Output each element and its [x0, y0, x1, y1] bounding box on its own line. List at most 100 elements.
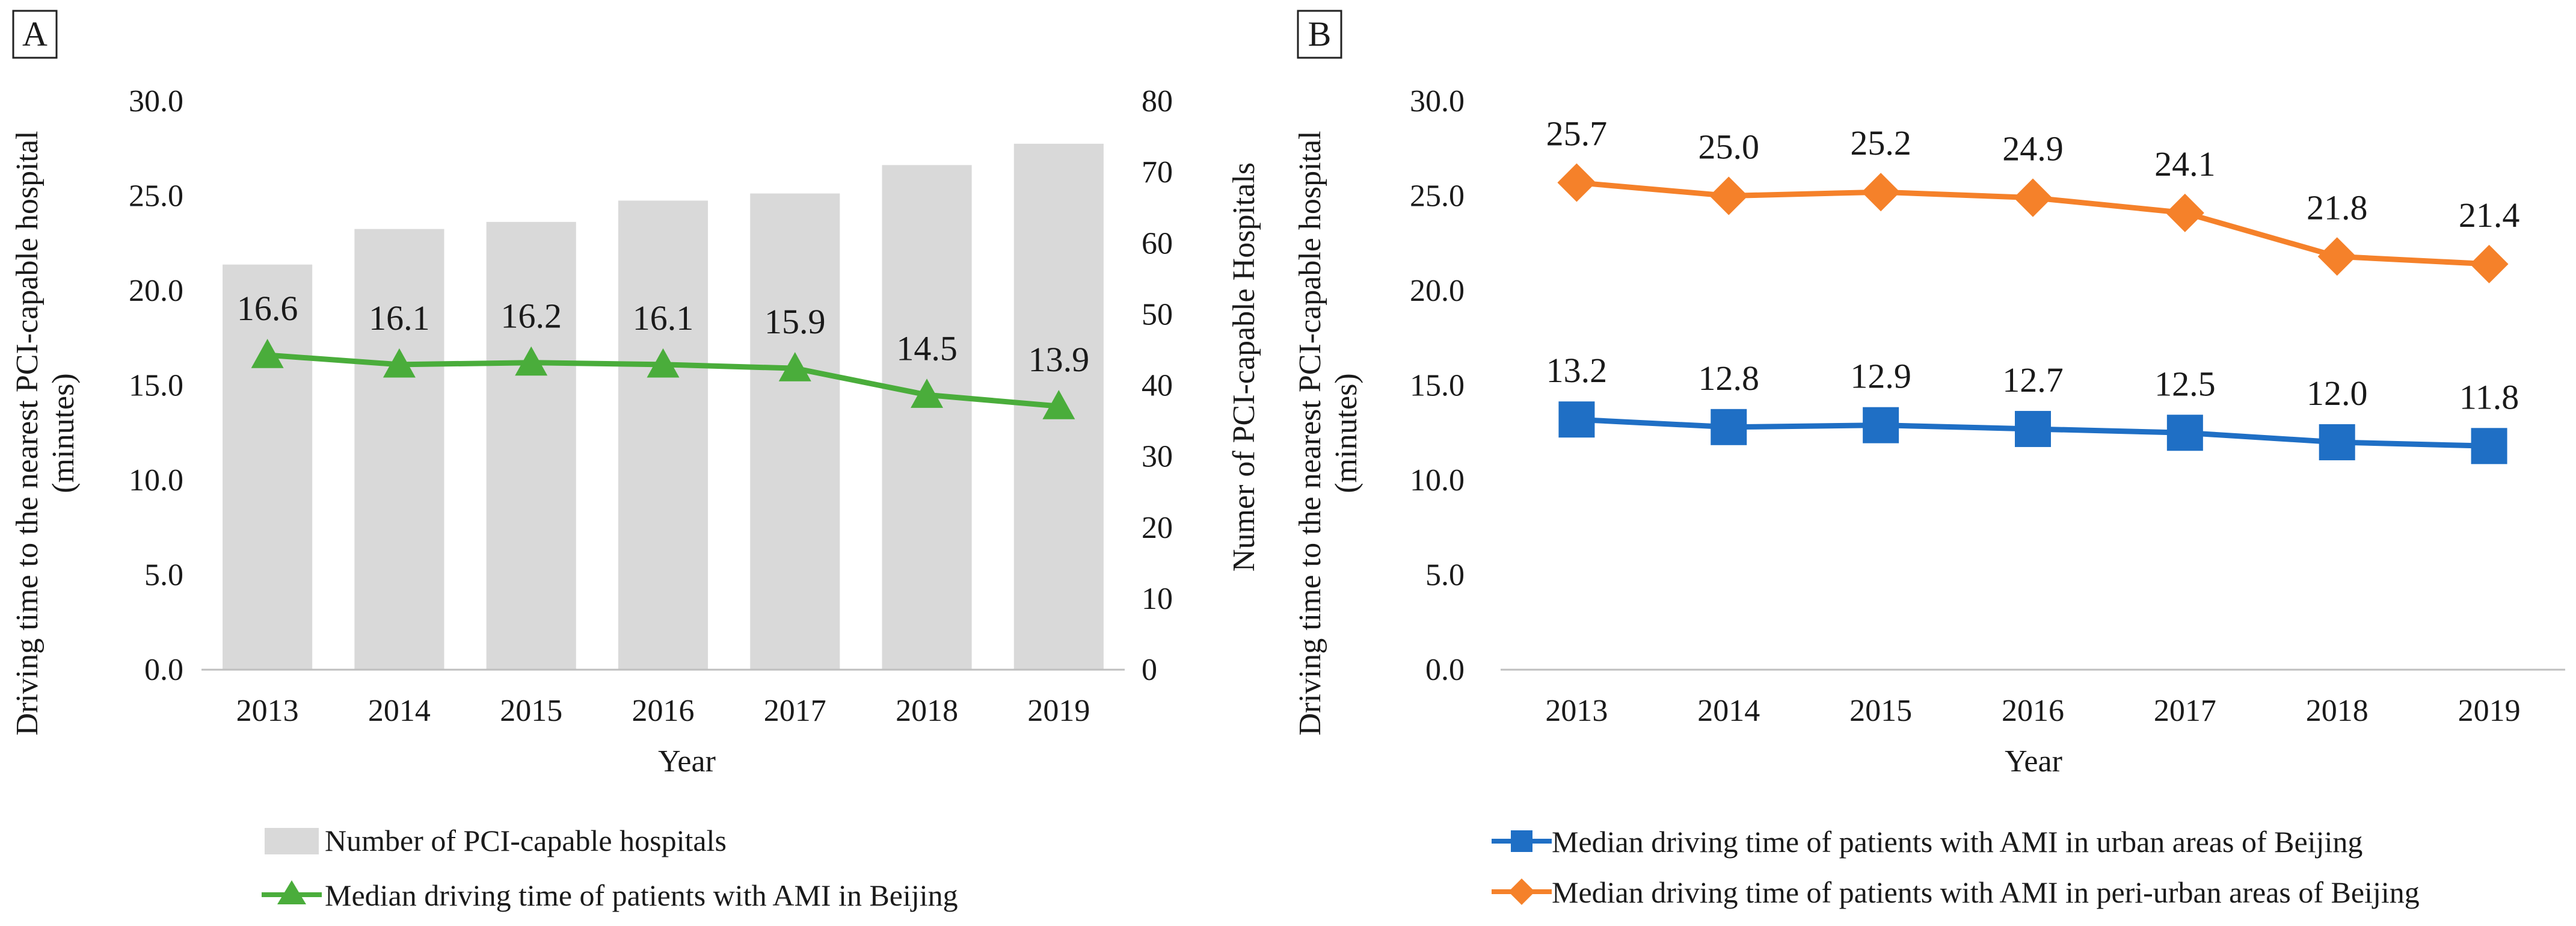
a-y-tick: 25.0	[129, 179, 183, 214]
b-peri-urban-data-label-2017: 24.1	[2154, 144, 2216, 184]
b-peri-urban-data-label-2013: 25.7	[1546, 114, 1608, 153]
b-x-tick-2019: 2019	[2458, 694, 2521, 728]
b-lines-group	[1557, 163, 2509, 465]
a-x-tick-2013: 2013	[236, 694, 299, 728]
b-x-axis-title: Year	[2005, 744, 2062, 779]
b-y-tick: 10.0	[1410, 463, 1465, 498]
a-point-2014	[383, 348, 416, 378]
b-peri-urban-point-2015	[1861, 173, 1901, 212]
b-urban-data-label-2016: 12.7	[2002, 360, 2064, 400]
b-y-tick: 25.0	[1410, 179, 1465, 214]
panel-a-label: A	[22, 14, 48, 54]
b-x-tick-2016: 2016	[2002, 694, 2064, 728]
a-y2-tick: 80	[1142, 84, 1173, 119]
panel-b-label-box	[1297, 10, 1342, 59]
b-urban-point-2015	[1863, 407, 1899, 443]
a-x-tick-2017: 2017	[764, 694, 826, 728]
a-point-2015	[515, 346, 548, 376]
b-legend-square-icon	[1511, 830, 1532, 852]
a-y2-tick: 70	[1142, 155, 1173, 190]
a-legend-line-label: Median driving time of patients with AMI…	[325, 878, 958, 912]
a-y-axis-title: Driving time to the nearest PCI-capable …	[10, 131, 81, 735]
a-data-label-2018: 14.5	[896, 329, 958, 368]
b-y-ticks: 0.0 5.0 10.0 15.0 20.0 25.0 30.0	[1410, 84, 1465, 687]
b-x-tick-2015: 2015	[1849, 694, 1912, 728]
a-point-2018	[911, 378, 944, 408]
a-y-tick: 15.0	[129, 369, 183, 403]
b-y-tick: 30.0	[1410, 84, 1465, 119]
panel-b: B 0.0 5.0 10.0 15.0 20.0 25.0 30.0 2013 2014 201…	[1293, 10, 2565, 909]
b-legend-diamond-icon	[1508, 878, 1535, 905]
a-x-tick-2014: 2014	[368, 694, 431, 728]
a-x-ticks: 2013 2014 2015 2016 2017 2018 2019	[236, 694, 1090, 728]
b-peri-urban-data-label-2016: 24.9	[2002, 129, 2064, 168]
b-legend-peri-label: Median driving time of patients with AMI…	[1552, 875, 2420, 909]
a-data-label-2015: 16.2	[500, 297, 562, 336]
a-point-2016	[647, 348, 680, 378]
b-urban-data-label-2018: 12.0	[2307, 374, 2368, 413]
a-y2-tick: 40	[1142, 369, 1173, 403]
b-x-tick-2014: 2014	[1697, 694, 1760, 728]
a-bars-group	[223, 143, 1104, 670]
b-urban-data-label-2013: 13.2	[1546, 351, 1608, 390]
b-y-tick: 0.0	[1425, 653, 1465, 687]
a-y2-tick: 20	[1142, 511, 1173, 545]
a-y-tick: 0.0	[144, 653, 183, 687]
a-y2-tick: 60	[1142, 226, 1173, 261]
a-legend-bar-label: Number of PCI-capable hospitals	[325, 824, 727, 857]
a-y2-axis-title: Numer of PCI-capable Hospitals	[1227, 162, 1261, 572]
b-urban-point-2017	[2166, 415, 2203, 451]
a-bar-2014	[354, 229, 444, 670]
b-peri-urban-point-2014	[1709, 176, 1748, 215]
a-y2-tick: 0	[1142, 653, 1157, 687]
a-y-axis-title-line-2: (minutes)	[46, 373, 81, 493]
b-peri-urban-data-label-2014: 25.0	[1698, 128, 1760, 167]
b-x-tick-2013: 2013	[1545, 694, 1608, 728]
a-y2-ticks: 0 10 20 30 40 50 60 70 80	[1142, 84, 1173, 687]
b-peri-urban-point-2016	[2014, 178, 2052, 217]
b-urban-point-2018	[2319, 424, 2355, 460]
a-legend: Number of PCI-capable hospitals Median d…	[262, 824, 958, 912]
a-bar-2017	[750, 193, 840, 670]
b-y-axis-title: Driving time to the nearest PCI-capable …	[1293, 131, 1363, 735]
a-x-tick-2015: 2015	[500, 694, 562, 728]
b-y-tick: 20.0	[1410, 274, 1465, 308]
a-y-ticks: 0.0 5.0 10.0 15.0 20.0 25.0 30.0	[129, 84, 183, 687]
b-data-labels: 13.2 12.8 12.9 12.7 12.5 12.0 11.8 25.7 25.0 25.2…	[1546, 114, 2520, 416]
a-line-group	[251, 339, 1075, 419]
b-y-tick: 5.0	[1425, 558, 1465, 593]
a-y2-axis-title-wrap: Numer of PCI-capable Hospitals	[1227, 162, 1261, 572]
a-bar-2013	[223, 264, 313, 670]
b-y-axis-title-line-2: (minutes)	[1329, 373, 1363, 493]
b-urban-point-2014	[1711, 409, 1747, 445]
panel-b-label: B	[1308, 14, 1332, 54]
a-y2-tick: 50	[1142, 297, 1173, 332]
panel-a: A 0.0 5.0 10.0 15.0 20.0 25.0 30.0 0 10 20 30 40 50…	[10, 10, 1261, 912]
b-peri-urban-point-2019	[2470, 244, 2509, 283]
a-y-tick: 30.0	[129, 84, 183, 119]
b-peri-urban-point-2017	[2165, 193, 2204, 232]
a-data-label-2019: 13.9	[1028, 340, 1090, 379]
a-y-tick: 10.0	[129, 463, 183, 498]
b-urban-point-2016	[2015, 410, 2051, 447]
a-bar-2015	[486, 221, 576, 670]
b-urban-point-2019	[2471, 428, 2507, 465]
b-peri-urban-data-label-2019: 21.4	[2459, 196, 2520, 235]
b-urban-data-label-2017: 12.5	[2154, 364, 2216, 403]
a-data-label-2014: 16.1	[369, 298, 430, 338]
a-y2-tick: 10	[1142, 582, 1173, 616]
a-bar-2016	[618, 200, 709, 670]
panel-a-label-box	[12, 10, 58, 59]
a-x-axis-title: Year	[658, 744, 716, 779]
b-urban-data-label-2019: 11.8	[2459, 377, 2519, 416]
b-urban-data-label-2015: 12.9	[1850, 357, 1911, 396]
a-data-label-2017: 15.9	[764, 302, 826, 341]
a-data-label-2013: 16.6	[237, 289, 298, 328]
b-y-tick: 15.0	[1410, 369, 1465, 403]
b-x-tick-2017: 2017	[2154, 694, 2216, 728]
b-x-tick-2018: 2018	[2306, 694, 2369, 728]
b-urban-data-label-2014: 12.8	[1698, 359, 1760, 398]
b-y-axis-title-line-1: Driving time to the nearest PCI-capable …	[1293, 131, 1327, 735]
b-peri-urban-point-2018	[2317, 237, 2356, 276]
